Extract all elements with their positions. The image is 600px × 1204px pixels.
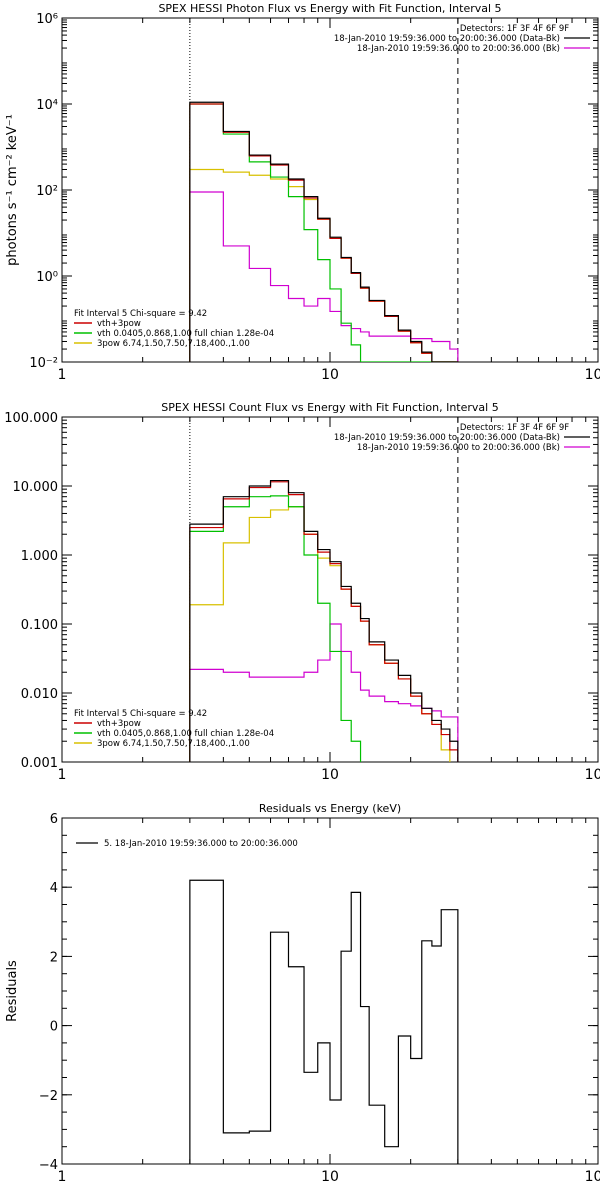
- series-line-2: [189, 481, 459, 762]
- x-tick-label: 10: [321, 767, 339, 783]
- series-line-5: [189, 191, 459, 362]
- x-tick-label: 100: [585, 367, 600, 383]
- y-tick-label: 10⁻²: [29, 356, 58, 371]
- y-tick-label: 2: [50, 950, 58, 965]
- y-axis-label: photons s⁻¹ cm⁻² keV⁻¹: [5, 114, 20, 266]
- y-axis-label: Residuals: [5, 960, 20, 1022]
- legend-entry: 5. 18-Jan-2010 19:59:36.000 to 20:00:36.…: [104, 839, 298, 849]
- legend-top-entry: 18-Jan-2010 19:59:36.000 to 20:00:36.000…: [357, 443, 560, 453]
- chart-panel-1: SPEX HESSI Photon Flux vs Energy with Fi…: [5, 2, 600, 383]
- y-tick-label: 10²: [36, 184, 58, 199]
- y-tick-label: 1.000: [21, 549, 58, 564]
- legend-bottom-entry: vth 0.0405,0.868,1.00 full chian 1.28e-0…: [97, 729, 274, 739]
- y-tick-label: 6: [50, 812, 58, 827]
- legend-top-entry: 18-Jan-2010 19:59:36.000 to 20:00:36.000…: [334, 433, 560, 443]
- y-tick-label: 0: [50, 1020, 58, 1035]
- x-tick-label: 10: [321, 367, 339, 383]
- y-tick-label: 10⁶: [36, 12, 58, 27]
- series-line-2: [189, 103, 459, 362]
- chart-panel-3: Residuals vs Energy (keV) 1 10 100 −4 −2 0 2 4 6 R…: [5, 802, 600, 1185]
- y-tick-label: 10.000: [13, 480, 59, 495]
- chart-title: SPEX HESSI Count Flux vs Energy with Fit…: [161, 401, 498, 414]
- y-tick-label: 0.100: [21, 618, 58, 633]
- legend: 5. 18-Jan-2010 19:59:36.000 to 20:00:36.…: [76, 839, 298, 849]
- y-tick-label: 100.000: [4, 411, 58, 426]
- x-tick-label: 1: [58, 767, 67, 783]
- y-tick-label: 10⁴: [36, 98, 58, 113]
- y-tick-label: 0.010: [21, 687, 58, 702]
- chart-title: SPEX HESSI Photon Flux vs Energy with Fi…: [158, 2, 501, 15]
- legend-bottom-entry: vth 0.0405,0.868,1.00 full chian 1.28e-0…: [97, 329, 274, 339]
- legend-bottom: Fit Interval 5 Chi-square = 9.42vth+3pow…: [74, 309, 274, 349]
- chart-title: Residuals vs Energy (keV): [259, 802, 401, 815]
- plot-frame: [61, 817, 599, 1165]
- x-tick-label: 1: [58, 367, 67, 383]
- series-line-1: [189, 101, 459, 362]
- x-tick-label: 1: [58, 1169, 67, 1185]
- series-group: [189, 479, 459, 762]
- x-tick-label: 100: [585, 1169, 600, 1185]
- y-tick-label: 10⁰: [36, 270, 58, 285]
- x-tick-label: 100: [585, 767, 600, 783]
- series-line-1: [189, 879, 459, 1164]
- legend-bottom-title: Fit Interval 5 Chi-square = 9.42: [74, 309, 207, 319]
- y-tick-label: 0.001: [21, 756, 58, 771]
- legend-bottom-entry: 3pow 6.74,1.50,7.50,7.18,400.,1.00: [97, 739, 250, 749]
- legend-top-entry: 18-Jan-2010 19:59:36.000 to 20:00:36.000…: [357, 44, 560, 54]
- series-line-1: [189, 479, 459, 762]
- y-tick-label: 4: [50, 881, 58, 896]
- chart-panel-2: SPEX HESSI Count Flux vs Energy with Fit…: [4, 401, 600, 783]
- legend-bottom-entry: vth+3pow: [97, 319, 141, 329]
- legend-top-entry: Detectors: 1F 3F 4F 6F 9F: [460, 423, 569, 433]
- series-line-3: [189, 495, 362, 762]
- series-group: [189, 101, 459, 362]
- legend-top-entry: 18-Jan-2010 19:59:36.000 to 20:00:36.000…: [334, 34, 560, 44]
- series-line-3: [189, 103, 459, 362]
- legend-bottom-title: Fit Interval 5 Chi-square = 9.42: [74, 709, 207, 719]
- x-tick-label: 10: [321, 1169, 339, 1185]
- y-tick-label: −2: [39, 1089, 58, 1104]
- legend-bottom-entry: 3pow 6.74,1.50,7.50,7.18,400.,1.00: [97, 339, 250, 349]
- series-group: [189, 879, 459, 1164]
- legend-top-entry: Detectors: 1F 3F 4F 6F 9F: [460, 24, 569, 34]
- legend-bottom: Fit Interval 5 Chi-square = 9.42vth+3pow…: [74, 709, 274, 749]
- legend-bottom-entry: vth+3pow: [97, 719, 141, 729]
- y-tick-label: −4: [39, 1158, 58, 1173]
